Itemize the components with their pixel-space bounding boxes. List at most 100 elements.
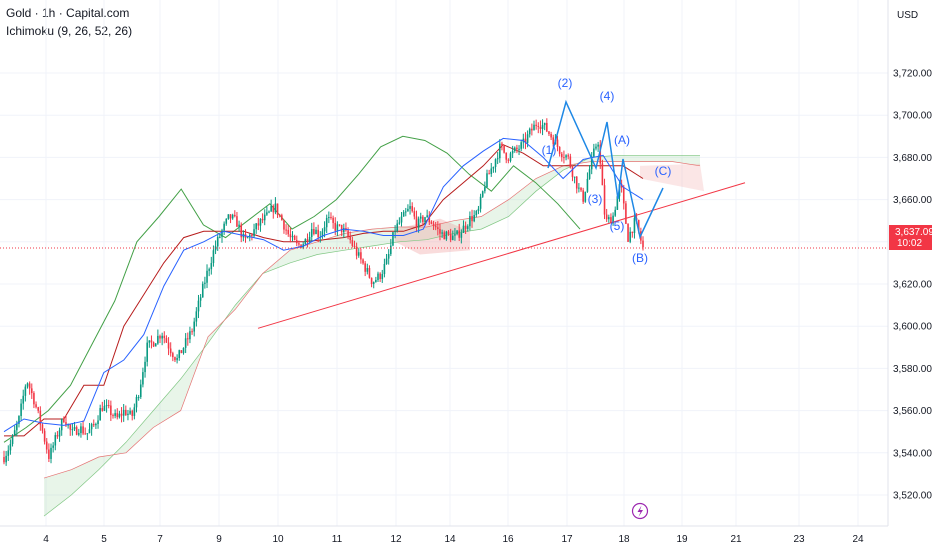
candle-body [484, 187, 486, 192]
candle-body [471, 216, 473, 222]
candle-body [212, 250, 215, 264]
candle-body [191, 331, 193, 333]
candle-body [567, 155, 570, 157]
candle-body [507, 159, 510, 161]
kijun-line [4, 144, 644, 437]
candle-body [193, 321, 196, 332]
candle-body [445, 231, 448, 240]
candle-body [122, 409, 125, 416]
candle-body [533, 124, 535, 131]
candle-body [48, 449, 50, 459]
candle-body [127, 413, 129, 416]
candle-body [407, 208, 409, 212]
candle-body [35, 404, 37, 408]
candle-body [437, 227, 439, 229]
candle-body [524, 138, 527, 143]
candle-body [443, 232, 446, 240]
candle-body [231, 214, 234, 219]
price-axis[interactable]: USD 3,520.00 3,540.00 3,560.00 3,580.00 3,60… [887, 0, 932, 526]
candle-body [330, 216, 332, 218]
candle-body [501, 143, 503, 146]
candle-body [92, 424, 95, 426]
candle-body [120, 413, 123, 416]
x-tick-label: 24 [852, 534, 864, 545]
candle-body [214, 246, 217, 251]
chikou-line [3, 135, 581, 443]
candle-body [432, 223, 435, 226]
candle-body [201, 283, 204, 298]
time-axis[interactable]: 4 5 7 9 10 11 12 14 16 17 18 19 21 23 24 [0, 525, 888, 545]
candle-body [338, 224, 341, 226]
x-tick-label: 5 [101, 534, 107, 545]
x-tick-label: 11 [332, 534, 343, 545]
candle-body [58, 430, 61, 437]
wave-label: (B) [632, 251, 648, 265]
candle-body [219, 236, 221, 238]
candle-body [398, 222, 401, 224]
y-tick-label: 3,520.00 [893, 491, 932, 502]
y-tick-label: 3,660.00 [893, 195, 932, 206]
candle-body [125, 409, 127, 416]
candle-body [88, 429, 91, 434]
candle-body [255, 223, 257, 230]
candle-body [169, 348, 172, 354]
candle-body [116, 413, 119, 418]
candle-body [150, 340, 153, 343]
candle-body [278, 214, 281, 216]
candle-body [488, 173, 490, 175]
elliott-waves[interactable]: (1) (2) (3) (4) (5) (A) (B) (C) [542, 76, 672, 265]
candle-body [54, 435, 57, 446]
candle-body [144, 361, 146, 373]
candle-body [541, 125, 544, 129]
candle-body [458, 230, 461, 238]
candle-body [199, 297, 202, 301]
candle-body [573, 176, 576, 178]
candle-body [283, 220, 285, 230]
candle-body [161, 335, 163, 339]
candle-body [71, 429, 74, 431]
candle-body [154, 343, 157, 347]
candle-body [148, 340, 151, 343]
candle-body [204, 282, 206, 284]
indicator-legend[interactable]: Ichimoku (9, 26, 52, 26) [6, 24, 133, 38]
candle-body [332, 217, 334, 223]
candle-body [63, 419, 65, 423]
candle-body [404, 211, 407, 213]
candle-body [419, 216, 422, 219]
candle-body [227, 214, 230, 219]
candle-body [146, 342, 148, 362]
wave-label: (1) [542, 143, 557, 157]
wave-label: (C) [655, 164, 672, 178]
candle-body [43, 430, 46, 442]
lightning-icon[interactable] [631, 502, 649, 520]
candle-body [325, 217, 328, 228]
candle-body [486, 173, 488, 188]
candle-body [184, 338, 187, 348]
candle-body [310, 228, 313, 237]
candle-body [434, 225, 437, 228]
candle-body [263, 214, 266, 221]
candle-body [631, 231, 634, 234]
candle-body [426, 215, 428, 218]
senkou-span-b [43, 161, 701, 479]
candle-body [107, 405, 110, 407]
candle-body [129, 410, 131, 414]
candle-body [118, 413, 121, 418]
candle-body [633, 218, 636, 234]
candle-body [556, 139, 559, 147]
x-tick-label: 7 [157, 534, 163, 545]
candle-body [317, 229, 319, 238]
candle-body [394, 230, 396, 233]
candle-body [223, 223, 225, 231]
candle-body [599, 144, 602, 164]
candle-body [518, 148, 520, 150]
candle-body [323, 227, 326, 232]
trendline[interactable] [257, 182, 746, 329]
candle-body [430, 222, 433, 224]
candle-body [248, 234, 251, 238]
candle-body [439, 228, 441, 234]
candle-body [597, 144, 599, 147]
candle-body [105, 405, 108, 407]
candle-body [101, 408, 104, 411]
